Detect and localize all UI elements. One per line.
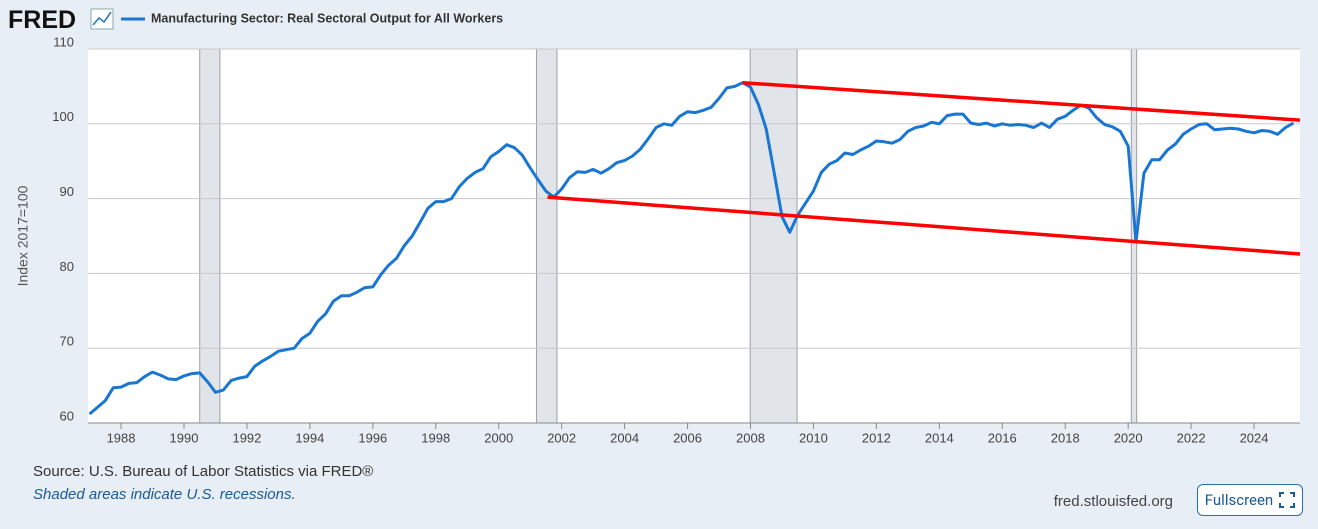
fullscreen-icon [1279, 492, 1296, 508]
plot-area [88, 49, 1300, 423]
x-tick-label: 2010 [799, 430, 828, 445]
data-line [88, 81, 1295, 416]
y-tick-label: 60 [60, 408, 74, 423]
x-tick-label: 2022 [1177, 430, 1206, 445]
x-tick-label: 2008 [736, 430, 765, 445]
x-tick-label: 2012 [862, 430, 891, 445]
x-tick-label: 2002 [547, 430, 576, 445]
trend-line [547, 195, 1301, 256]
x-tick-label: 2024 [1240, 430, 1269, 445]
x-tick-label: 2006 [673, 430, 702, 445]
y-tick-label: 70 [60, 334, 74, 349]
x-tick-label: 2000 [484, 430, 513, 445]
recession-note: Shaded areas indicate U.S. recessions. [33, 486, 296, 503]
x-tick-label: 2020 [1114, 430, 1143, 445]
trend-line [742, 80, 1301, 122]
x-tick-label: 1996 [358, 430, 387, 445]
source: Source: U.S. Bureau of Labor Statistics … [33, 463, 373, 480]
logo: FRED [8, 6, 76, 34]
legend-label: Manufacturing Sector: Real Sectoral Outp… [151, 11, 503, 25]
fullscreen-label: Fullscreen [1204, 491, 1274, 509]
y-tick-label: 80 [60, 259, 74, 274]
recession-band [199, 48, 221, 424]
y-tick-label: 100 [52, 109, 74, 124]
x-tick-label: 2014 [925, 430, 954, 445]
x-tick-label: 1998 [421, 430, 450, 445]
x-tick-label: 2018 [1051, 430, 1080, 445]
y-tick-label: 90 [60, 184, 74, 199]
x-tick-label: 1992 [232, 430, 261, 445]
logo-icon [90, 8, 114, 30]
y-tick-label: 110 [53, 34, 74, 49]
y-axis-label: Index 2017=100 [15, 185, 31, 286]
recession-band [535, 48, 558, 424]
site-link: fred.stlouisfed.org [1054, 493, 1173, 510]
fullscreen-button[interactable]: Fullscreen [1197, 484, 1303, 516]
x-tick-label: 1990 [170, 430, 199, 445]
x-tick-label: 2004 [610, 430, 639, 445]
x-tick-label: 1994 [295, 430, 324, 445]
x-tick-label: 1988 [107, 430, 136, 445]
x-tick-label: 2016 [988, 430, 1017, 445]
